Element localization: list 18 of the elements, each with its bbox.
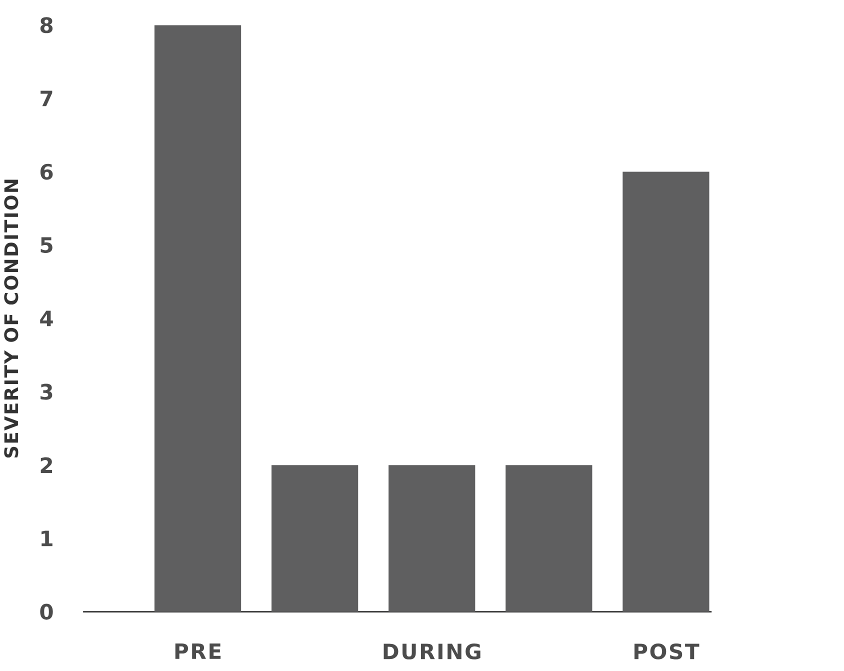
bar: [272, 464, 358, 612]
y-tick-label: 2: [40, 457, 52, 473]
bar: [154, 24, 242, 612]
y-axis-title: SEVERITY OF CONDITION: [4, 180, 18, 458]
bar: [506, 464, 592, 612]
y-tick-label: 0: [40, 604, 53, 620]
x-tick-label: DURING: [384, 643, 480, 660]
y-tick-label: 7: [40, 90, 52, 106]
y-tick-label: 5: [40, 237, 52, 253]
y-tick-label: 4: [40, 310, 53, 326]
bar: [622, 172, 710, 612]
bar: [388, 464, 476, 612]
y-tick-label: 6: [40, 164, 53, 180]
y-tick-label: 8: [40, 16, 53, 33]
y-tick-label: 1: [42, 530, 52, 546]
x-tick-label: PRE: [175, 643, 221, 659]
y-tick-label: 3: [40, 384, 52, 400]
x-tick-label: POST: [634, 643, 700, 660]
